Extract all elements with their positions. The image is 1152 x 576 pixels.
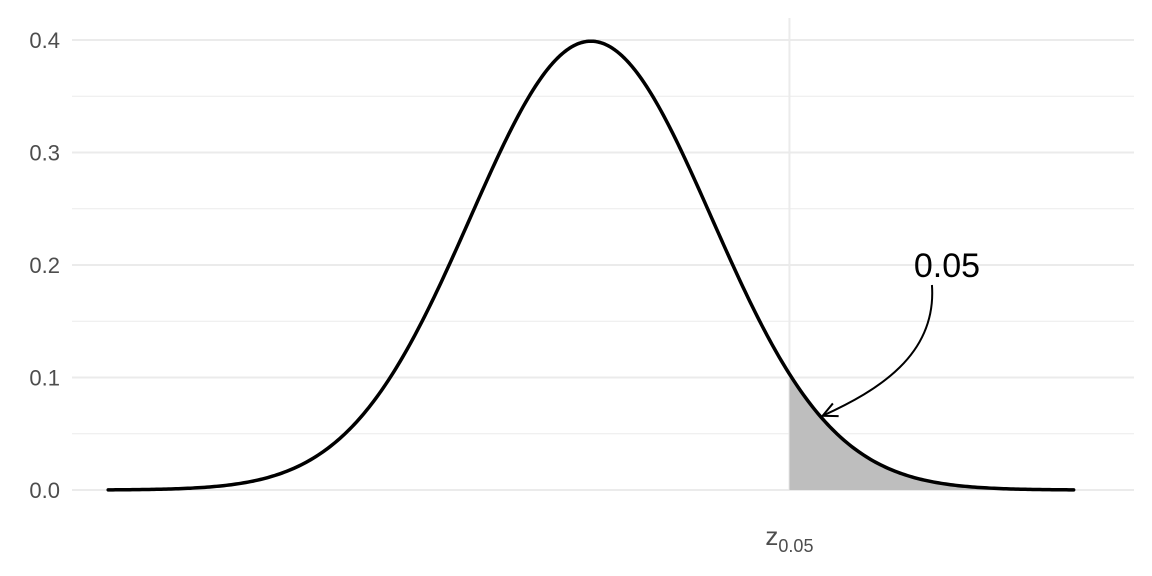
y-tick-label: 0.0 — [29, 478, 60, 503]
y-tick-label: 0.4 — [29, 28, 60, 53]
y-tick-label: 0.1 — [29, 366, 60, 391]
annotation-label: 0.05 — [914, 247, 980, 285]
shaded-tail-area — [789, 374, 1074, 490]
minor-gridlines — [72, 95, 1134, 435]
y-axis-tick-labels: 0.0 0.1 0.2 0.3 0.4 — [29, 28, 60, 503]
y-tick-label: 0.3 — [29, 141, 60, 166]
density-curve — [106, 39, 1076, 492]
x-axis-tick-labels: z0.05 — [765, 521, 813, 556]
y-tick-label: 0.2 — [29, 253, 60, 278]
annotation-arrow — [822, 284, 934, 417]
x-tick-label: z0.05 — [765, 521, 813, 556]
area-annotation: 0.05 — [820, 247, 980, 418]
annotation-arrowhead — [820, 402, 839, 418]
